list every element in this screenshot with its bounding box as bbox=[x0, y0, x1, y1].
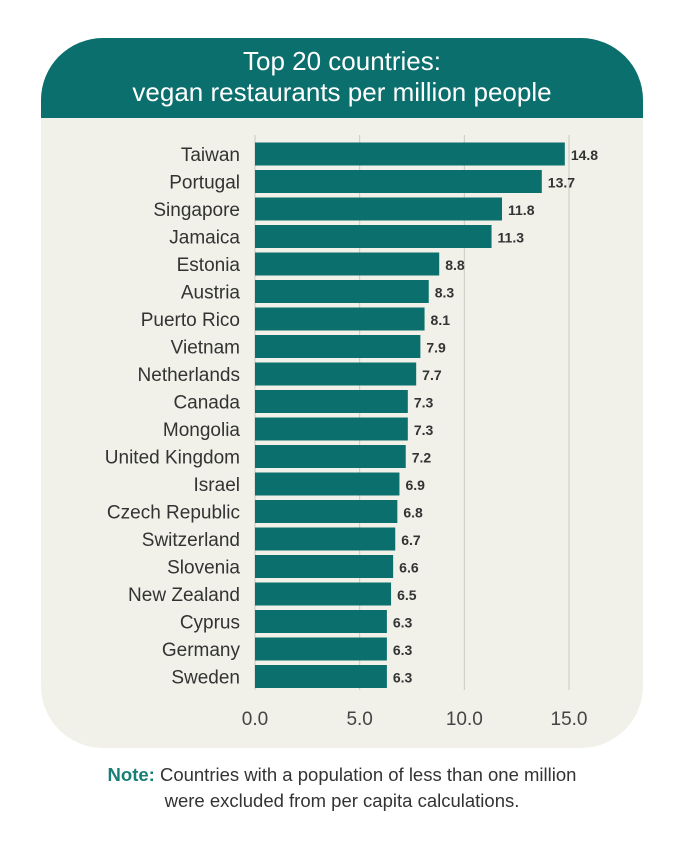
value-label: 8.8 bbox=[445, 257, 465, 273]
category-label: Germany bbox=[162, 640, 241, 661]
category-label: Jamaica bbox=[169, 228, 240, 249]
bar bbox=[255, 142, 565, 166]
bar bbox=[255, 225, 492, 248]
category-label: Austria bbox=[181, 283, 241, 304]
value-label: 6.3 bbox=[393, 642, 413, 658]
value-label: 8.1 bbox=[431, 312, 451, 328]
bar bbox=[255, 335, 421, 358]
value-label: 6.7 bbox=[401, 532, 421, 548]
chart-subtitle: vegan restaurants per million people bbox=[132, 77, 552, 107]
bar bbox=[255, 280, 429, 303]
footnote: Note: Countries with a population of les… bbox=[0, 762, 684, 814]
category-label: Puerto Rico bbox=[141, 310, 240, 331]
value-label: 7.3 bbox=[414, 395, 434, 411]
category-label: Israel bbox=[194, 475, 240, 496]
category-label: Sweden bbox=[171, 668, 240, 689]
bar bbox=[255, 252, 440, 276]
value-label: 11.3 bbox=[498, 230, 525, 246]
x-tick-label: 15.0 bbox=[551, 709, 588, 730]
value-label: 13.7 bbox=[548, 175, 575, 191]
category-label: United Kingdom bbox=[105, 448, 240, 469]
note-label: Note: bbox=[107, 764, 155, 785]
category-label: Estonia bbox=[177, 255, 241, 276]
value-label: 6.5 bbox=[397, 587, 417, 603]
value-label: 7.3 bbox=[414, 422, 434, 438]
category-label: Mongolia bbox=[163, 420, 241, 441]
category-label: Slovenia bbox=[167, 558, 240, 579]
category-label: Singapore bbox=[153, 200, 240, 221]
category-label: Czech Republic bbox=[107, 503, 240, 524]
value-label: 6.3 bbox=[393, 670, 413, 686]
bar bbox=[255, 445, 406, 468]
chart-header: Top 20 countries: vegan restaurants per … bbox=[41, 38, 643, 118]
value-label: 7.9 bbox=[426, 340, 446, 356]
x-tick-label: 0.0 bbox=[242, 709, 268, 730]
value-label: 8.3 bbox=[435, 285, 455, 301]
note-line-1: Countries with a population of less than… bbox=[159, 764, 577, 785]
bar bbox=[255, 197, 503, 221]
value-label: 7.7 bbox=[422, 367, 442, 383]
value-label: 6.6 bbox=[399, 560, 419, 576]
bar bbox=[255, 170, 542, 193]
bar bbox=[255, 417, 408, 441]
bar bbox=[255, 500, 398, 523]
bar bbox=[255, 610, 387, 633]
category-label: Canada bbox=[173, 393, 240, 414]
bar bbox=[255, 390, 408, 413]
bar bbox=[255, 582, 392, 606]
value-label: 11.8 bbox=[508, 202, 535, 218]
bar bbox=[255, 362, 417, 386]
category-label: New Zealand bbox=[128, 585, 240, 606]
bar bbox=[255, 555, 394, 578]
bar bbox=[255, 307, 425, 331]
bar bbox=[255, 665, 387, 688]
category-label: Netherlands bbox=[138, 365, 240, 386]
value-label: 6.8 bbox=[403, 505, 423, 521]
category-label: Taiwan bbox=[181, 145, 240, 166]
x-tick-label: 10.0 bbox=[446, 709, 483, 730]
category-label: Switzerland bbox=[142, 530, 240, 551]
category-label: Vietnam bbox=[171, 338, 240, 359]
chart-title: Top 20 countries: bbox=[242, 46, 441, 76]
value-label: 6.9 bbox=[405, 477, 425, 493]
value-label: 6.3 bbox=[393, 615, 413, 631]
value-label: 7.2 bbox=[412, 450, 432, 466]
category-label: Portugal bbox=[169, 173, 240, 194]
category-label: Cyprus bbox=[180, 613, 240, 634]
note-line-2: were excluded from per capita calculatio… bbox=[164, 790, 520, 811]
bar bbox=[255, 527, 396, 551]
bar bbox=[255, 637, 387, 661]
value-label: 14.8 bbox=[571, 147, 598, 163]
bar bbox=[255, 472, 400, 496]
x-tick-label: 5.0 bbox=[346, 709, 372, 730]
